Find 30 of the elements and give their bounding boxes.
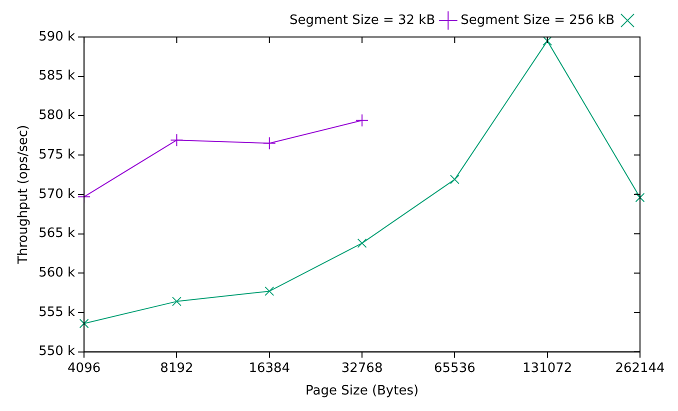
point [170,134,184,147]
legend-label: Segment Size = 32 kB [290,12,436,28]
legend-label: Segment Size = 256 kB [460,12,614,28]
y-tick-label: 560 k [38,265,76,280]
point [450,174,460,184]
x-tick-label: 131072 [522,360,572,376]
x-tick-label: 8192 [160,360,194,376]
point [357,238,367,248]
x-tick-label: 262144 [615,360,665,376]
x-axis-title: Page Size (Bytes) [306,384,419,399]
y-axis-title: Throughput (ops/sec) [16,124,32,265]
point [542,37,552,46]
y-tick-label: 550 k [38,344,76,360]
y-tick-label: 585 k [38,68,76,84]
point [264,286,274,296]
point [635,192,645,202]
point [356,114,369,127]
point [262,136,276,150]
x-tick-label: 32768 [341,360,383,376]
y-tick-label: 570 k [38,186,76,202]
y-tick-label: 555 k [38,304,76,320]
y-tick-label: 590 k [38,29,76,44]
y-tick-label: 575 k [38,147,76,162]
y-tick-label: 565 k [38,226,76,242]
x-tick-label: 65536 [434,360,476,376]
point [172,296,182,306]
y-tick-label: 580 k [38,108,76,124]
x-tick-label: 16384 [248,360,290,376]
x-tick-label: 4096 [68,360,101,376]
point [79,318,89,328]
